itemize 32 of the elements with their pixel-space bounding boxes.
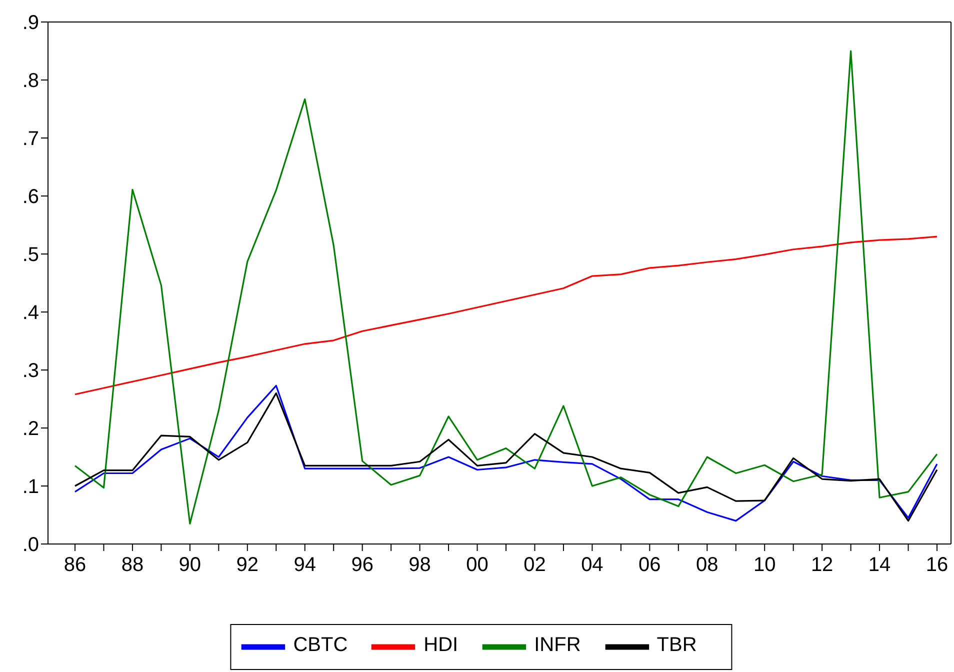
x-tick-label: 04 bbox=[581, 554, 604, 576]
x-tick-label: 00 bbox=[466, 554, 488, 576]
y-tick-label: .6 bbox=[22, 186, 39, 208]
x-tick-label: 08 bbox=[696, 554, 718, 576]
x-tick-label: 10 bbox=[753, 554, 776, 576]
x-tick-label: 12 bbox=[810, 554, 834, 576]
x-tick-label: 90 bbox=[178, 554, 202, 576]
legend-label: TBR bbox=[656, 634, 697, 656]
y-tick-label: .2 bbox=[22, 418, 39, 440]
legend-label: INFR bbox=[534, 634, 581, 656]
x-tick-label: 86 bbox=[64, 554, 86, 576]
y-tick-label: .7 bbox=[22, 128, 39, 150]
x-tick-label: 14 bbox=[868, 554, 891, 576]
x-tick-label: 94 bbox=[294, 554, 316, 576]
line-series bbox=[74, 50, 938, 524]
y-tick-label: .9 bbox=[22, 12, 39, 34]
y-tick-label: .8 bbox=[22, 70, 39, 92]
y-tick-label: .1 bbox=[22, 476, 39, 498]
y-tick-label: .5 bbox=[22, 244, 39, 266]
y-tick-label: .0 bbox=[22, 534, 39, 556]
x-tick-label: 92 bbox=[236, 554, 259, 576]
legend-label: CBTC bbox=[293, 634, 348, 656]
x-tick-label: 98 bbox=[408, 554, 431, 576]
x-tick-label: 88 bbox=[121, 554, 144, 576]
y-tick-label: .4 bbox=[22, 302, 39, 324]
line-series bbox=[74, 236, 938, 396]
x-tick-label: 06 bbox=[638, 554, 661, 576]
x-tick-label: 02 bbox=[524, 554, 546, 576]
x-tick-label: 16 bbox=[926, 554, 948, 576]
x-tick-label: 96 bbox=[351, 554, 374, 576]
y-tick-label: .3 bbox=[22, 360, 39, 382]
legend-label: HDI bbox=[424, 634, 458, 656]
